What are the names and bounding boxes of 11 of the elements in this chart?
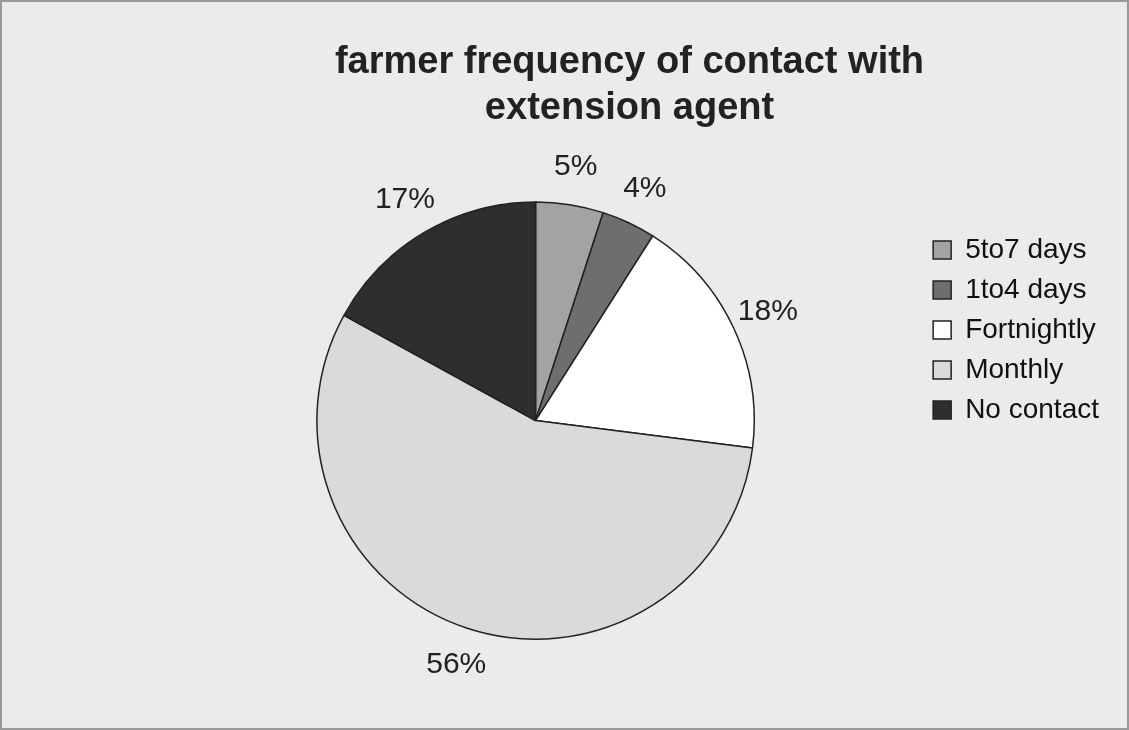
legend-label: Monthly (965, 352, 1064, 384)
data-label: 4% (623, 169, 667, 203)
legend-label: No contact (965, 392, 1100, 424)
data-label: 5% (554, 148, 598, 182)
legend-label: 1to4 days (965, 272, 1087, 304)
data-label: 18% (737, 292, 798, 326)
legend-label: Fortnightly (965, 312, 1096, 344)
data-label: 17% (374, 180, 435, 214)
data-label: 56% (426, 645, 487, 679)
chart-title: farmer frequency of contact with extension agent (334, 39, 925, 127)
legend-label: 5to7 days (965, 232, 1087, 264)
